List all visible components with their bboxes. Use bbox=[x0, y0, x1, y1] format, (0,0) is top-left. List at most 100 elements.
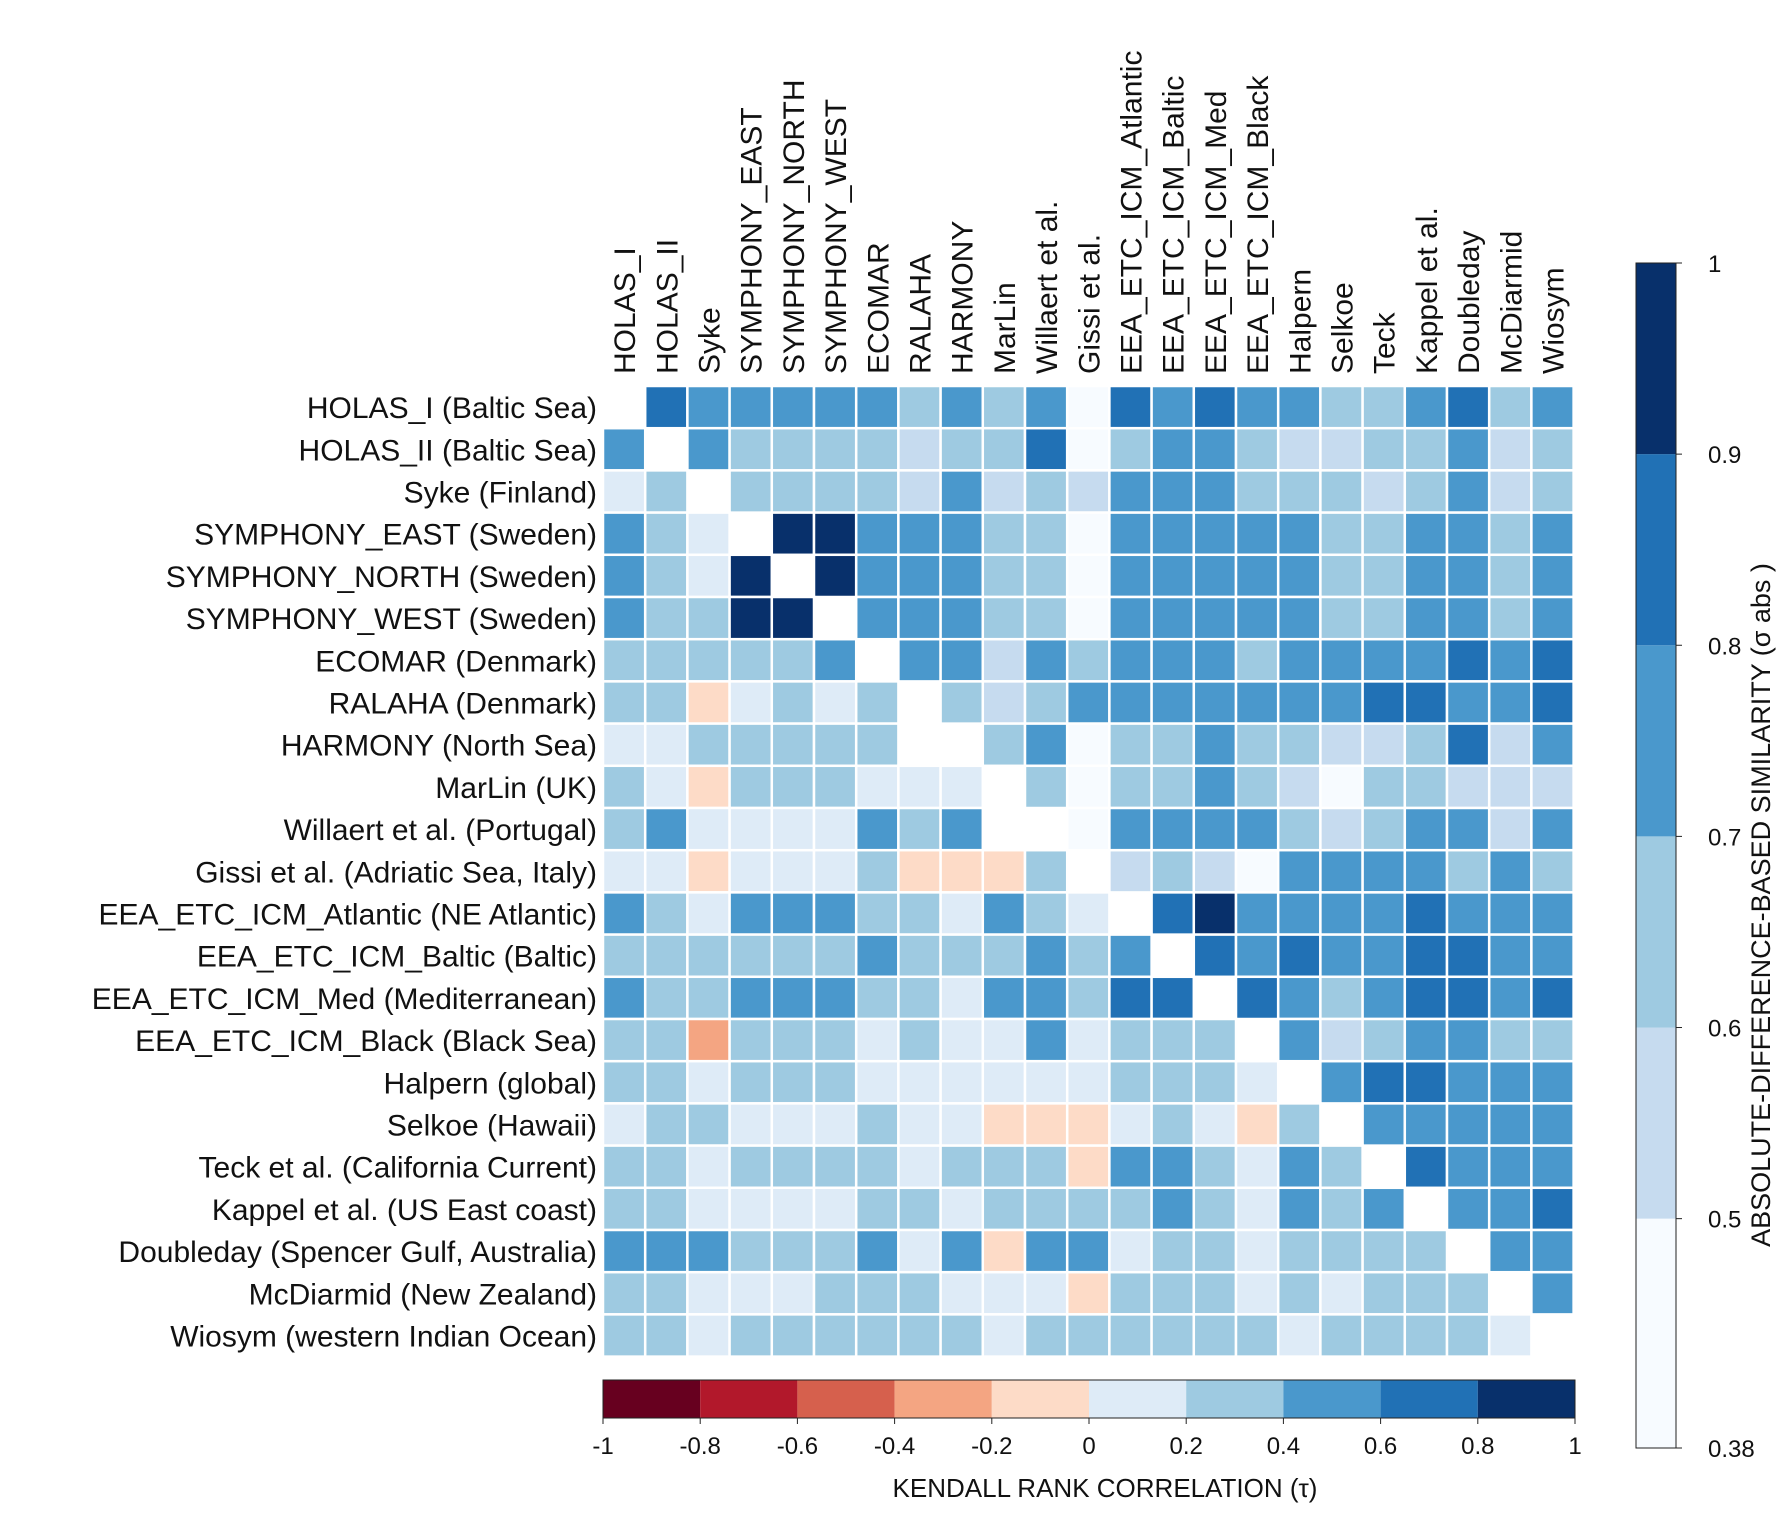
similarity-cell bbox=[1108, 637, 1153, 683]
correlation-cell bbox=[770, 975, 816, 1021]
correlation-cell bbox=[1023, 1102, 1069, 1147]
similarity-cell bbox=[1361, 553, 1407, 599]
colorbar-segment bbox=[1636, 454, 1676, 646]
column-label: EEA_ETC_ICM_Black bbox=[1242, 75, 1275, 374]
similarity-cell bbox=[1276, 806, 1322, 852]
correlation-cell bbox=[728, 1228, 774, 1274]
similarity-cell bbox=[1023, 553, 1069, 599]
similarity-cell bbox=[1319, 469, 1364, 514]
correlation-cell bbox=[770, 1059, 816, 1105]
correlation-cell bbox=[643, 1059, 689, 1105]
correlation-cell bbox=[1192, 1059, 1238, 1105]
correlation-cell bbox=[643, 722, 689, 768]
correlation-cell bbox=[854, 1144, 900, 1190]
correlation-cell bbox=[1150, 1017, 1196, 1063]
similarity-cell bbox=[1487, 1144, 1533, 1190]
correlation-cell bbox=[1108, 1059, 1153, 1105]
colorbar-tick-label: -0.2 bbox=[971, 1433, 1012, 1460]
similarity-cell bbox=[1445, 1102, 1491, 1147]
colorbar-tick-label: -0.8 bbox=[680, 1433, 721, 1460]
correlation-cell bbox=[981, 933, 1027, 979]
similarity-cell bbox=[1192, 595, 1238, 641]
correlation-cell bbox=[770, 722, 816, 768]
column-label: HARMONY bbox=[947, 221, 980, 374]
correlation-cell bbox=[1319, 1270, 1364, 1316]
correlation-cell bbox=[1150, 975, 1196, 1021]
correlation-cell bbox=[770, 680, 816, 725]
correlation-cell bbox=[812, 1017, 858, 1063]
colorbar-segment bbox=[1186, 1380, 1284, 1418]
similarity-cell bbox=[1487, 722, 1533, 768]
correlation-cell bbox=[1023, 1059, 1069, 1105]
correlation-cell bbox=[601, 806, 647, 852]
similarity-cell bbox=[1150, 722, 1196, 768]
similarity-cell bbox=[1023, 595, 1069, 641]
correlation-cell bbox=[601, 1017, 647, 1063]
similarity-cell bbox=[939, 595, 985, 641]
correlation-cell bbox=[686, 891, 731, 936]
correlation-cell bbox=[1023, 1228, 1069, 1274]
correlation-cell bbox=[686, 1102, 731, 1147]
similarity-cell bbox=[1445, 469, 1491, 514]
similarity-cell bbox=[1445, 384, 1491, 430]
correlation-cell bbox=[643, 1313, 689, 1358]
correlation-cell bbox=[981, 975, 1027, 1021]
similarity-cell bbox=[1319, 891, 1364, 936]
similarity-cell bbox=[1487, 1228, 1533, 1274]
correlation-cell bbox=[728, 764, 774, 810]
colorbar-tick-label: -1 bbox=[592, 1433, 613, 1460]
column-label: McDiarmid bbox=[1495, 231, 1528, 374]
similarity-cell bbox=[1192, 764, 1238, 810]
correlation-cell bbox=[1065, 1313, 1111, 1358]
correlation-cell bbox=[1403, 1228, 1449, 1274]
correlation-cell bbox=[601, 595, 647, 641]
row-label: Gissi et al. (Adriatic Sea, Italy) bbox=[195, 856, 597, 889]
column-label: MarLin bbox=[989, 282, 1022, 374]
correlation-cell bbox=[643, 1186, 689, 1232]
row-label: Teck et al. (California Current) bbox=[199, 1152, 597, 1185]
colorbar-tick-label: -0.6 bbox=[777, 1433, 818, 1460]
correlation-cell bbox=[770, 1186, 816, 1232]
similarity-cell bbox=[1403, 426, 1449, 472]
correlation-cell bbox=[770, 764, 816, 810]
similarity-cell bbox=[1192, 553, 1238, 599]
similarity-cell bbox=[1487, 637, 1533, 683]
correlation-cell bbox=[601, 975, 647, 1021]
similarity-cell bbox=[1234, 722, 1280, 768]
similarity-cell bbox=[1319, 806, 1364, 852]
correlation-cell bbox=[1361, 1186, 1407, 1232]
similarity-cell bbox=[1361, 426, 1407, 472]
correlation-cell bbox=[1150, 1059, 1196, 1105]
correlation-cell bbox=[939, 806, 985, 852]
row-label: Kappel et al. (US East coast) bbox=[212, 1194, 597, 1227]
correlation-cell bbox=[897, 1059, 942, 1105]
similarity-cell bbox=[1319, 553, 1364, 599]
correlation-cell bbox=[1023, 975, 1069, 1021]
correlation-cell bbox=[812, 1270, 858, 1316]
similarity-cell bbox=[1403, 469, 1449, 514]
similarity-cell bbox=[1487, 595, 1533, 641]
similarity-cell bbox=[1319, 933, 1364, 979]
similarity-cell bbox=[981, 469, 1027, 514]
correlation-cell bbox=[686, 975, 731, 1021]
similarity-cell bbox=[1445, 722, 1491, 768]
similarity-cell bbox=[1150, 891, 1196, 936]
correlation-cell bbox=[812, 933, 858, 979]
similarity-cell bbox=[686, 426, 731, 472]
similarity-cell bbox=[1234, 975, 1280, 1021]
correlation-cell bbox=[1023, 1270, 1069, 1316]
correlation-cell bbox=[939, 975, 985, 1021]
similarity-cell bbox=[1530, 637, 1575, 683]
correlation-cell bbox=[1108, 933, 1153, 979]
similarity-cell bbox=[1361, 1017, 1407, 1063]
correlation-cell bbox=[1108, 1144, 1153, 1190]
correlation-cell bbox=[1108, 1270, 1153, 1316]
correlation-cell bbox=[686, 933, 731, 979]
correlation-cell bbox=[1234, 1228, 1280, 1274]
correlation-cell bbox=[1234, 1270, 1280, 1316]
similarity-cell bbox=[1445, 764, 1491, 810]
similarity-cell bbox=[812, 469, 858, 514]
correlation-cell bbox=[812, 680, 858, 725]
correlation-cell bbox=[601, 511, 647, 557]
similarity-cell bbox=[854, 469, 900, 514]
